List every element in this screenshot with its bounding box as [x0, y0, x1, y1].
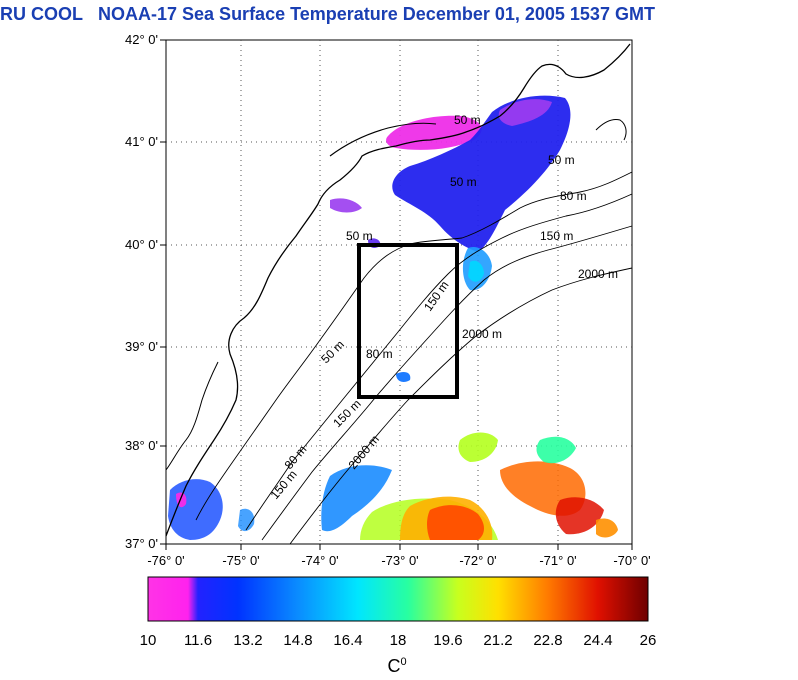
- title-org: RU COOL: [0, 4, 83, 24]
- lon-label: -70° 0': [613, 553, 651, 568]
- title-text: NOAA-17 Sea Surface Temperature December…: [98, 4, 655, 24]
- colorbar-label: 18: [389, 632, 407, 649]
- lat-label: 37° 0': [125, 536, 158, 551]
- isobath-label: 50 m: [450, 175, 477, 189]
- sst-patch-mid-blue: [321, 465, 392, 532]
- isobath-label: 50 m: [548, 153, 575, 167]
- isobath-150m: [261, 225, 633, 541]
- colorbar-label: 16.4: [333, 632, 363, 649]
- colorbar: [147, 576, 649, 622]
- isobath-50m: [195, 171, 633, 521]
- tick-marks: [160, 39, 633, 550]
- colorbar-label: 21.2: [483, 632, 513, 649]
- lat-label: 42° 0': [125, 32, 158, 47]
- colorbar-label: 19.6: [433, 632, 463, 649]
- sst-patch-dot: [396, 372, 411, 382]
- isobath-label: 50 m: [346, 229, 373, 243]
- lat-label: 39° 0': [125, 339, 158, 354]
- long-island-coast: [329, 122, 437, 157]
- colorbar-label: 24.4: [583, 632, 613, 649]
- lat-label: 38° 0': [125, 438, 158, 453]
- sst-patch-blue: [392, 95, 571, 252]
- sst-patch-violet: [498, 99, 552, 126]
- colorbar-unit: C0: [372, 656, 422, 677]
- sst-warm-water: [168, 432, 618, 540]
- sst-patch-cyan: [468, 260, 484, 282]
- lon-label: -71° 0': [539, 553, 577, 568]
- colorbar-label: 26: [639, 632, 657, 649]
- colorbar-label: 11.6: [183, 632, 213, 649]
- isobath-label: 80 m: [366, 347, 393, 361]
- isobath-label: 2000 m: [462, 327, 502, 341]
- isobath-label: 2000 m: [578, 267, 618, 281]
- lon-label: -74° 0': [301, 553, 339, 568]
- isobath-label: 50 m: [454, 113, 481, 127]
- colorbar-label: 14.8: [283, 632, 313, 649]
- colorbar-label: 22.8: [533, 632, 563, 649]
- map-title: RU COOL NOAA-17 Sea Surface Temperature …: [0, 4, 798, 25]
- sst-patch-orange: [427, 505, 484, 540]
- isobath-80m: [245, 193, 633, 531]
- isobath-label: 150 m: [540, 229, 573, 243]
- isobath-2000m: [289, 267, 633, 545]
- lat-label: 40° 0': [125, 237, 158, 252]
- lat-label: 41° 0': [125, 134, 158, 149]
- sst-patch-east-cyan: [536, 436, 576, 464]
- coastline: [165, 43, 631, 537]
- lon-label: -72° 0': [459, 553, 497, 568]
- sst-patch-small-violet: [330, 198, 362, 213]
- sst-patch-far-east: [596, 518, 618, 538]
- cape-cod-coast: [595, 119, 627, 141]
- lon-label: -73° 0': [381, 553, 419, 568]
- sst-patch-east-green: [458, 432, 498, 462]
- isobath-label: 80 m: [560, 189, 587, 203]
- colorbar-unit-degree: 0: [400, 656, 407, 668]
- chesapeake-coast: [165, 361, 219, 471]
- isobaths: [195, 171, 633, 545]
- study-area-box: [357, 243, 459, 399]
- lon-label: -75° 0': [222, 553, 260, 568]
- sst-patch-east-red: [555, 497, 604, 535]
- colorbar-label: 13.2: [233, 632, 263, 649]
- colorbar-unit-letter: C: [387, 656, 401, 676]
- sst-patch-small-blue: [238, 508, 255, 532]
- colorbar-label: 10: [139, 632, 157, 649]
- lon-label: -76° 0': [147, 553, 185, 568]
